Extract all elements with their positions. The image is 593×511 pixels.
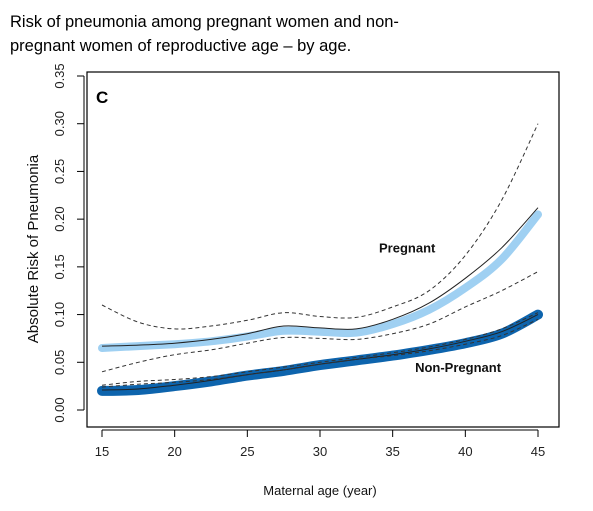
caption-line-1: Risk of pneumonia among pregnant women a… (10, 13, 399, 31)
ci-lower-pregnant (101, 271, 539, 373)
plot-frame (86, 71, 560, 428)
x-tick-label: 45 (531, 444, 545, 459)
y-tick-label: 0.00 (52, 397, 67, 422)
series-fit-non-pregnant (101, 314, 539, 391)
y-tick-label: 0.30 (52, 111, 67, 136)
y-axis-title: Absolute Risk of Pneumonia (25, 154, 42, 343)
y-tick-label: 0.05 (52, 350, 67, 375)
y-tick-label: 0.10 (52, 302, 67, 327)
series-band-pregnant (98, 210, 542, 352)
series-bands (97, 210, 543, 396)
x-tick-label: 35 (385, 444, 399, 459)
x-tick-label: 20 (167, 444, 181, 459)
y-tick-label: 0.20 (52, 206, 67, 231)
series-label-non-pregnant: Non-Pregnant (415, 360, 502, 375)
caption-line-2: pregnant women of reproductive age – by … (10, 37, 352, 55)
series-fit-pregnant (101, 207, 539, 347)
x-tick-label: 30 (313, 444, 327, 459)
series-confidence-lines (101, 123, 539, 388)
x-axis-title: Maternal age (year) (263, 483, 376, 498)
y-tick-label: 0.15 (52, 254, 67, 279)
panel-label: C (96, 88, 108, 107)
series-labels: Pregnant Non-Pregnant (379, 241, 502, 375)
x-axis: 15 20 25 30 35 40 45 (95, 429, 545, 459)
x-tick-label: 15 (95, 444, 109, 459)
series-band-non-pregnant (97, 309, 543, 396)
ci-upper-pregnant (101, 123, 539, 330)
x-tick-label: 25 (240, 444, 254, 459)
figure-caption: Risk of pneumonia among pregnant women a… (10, 10, 585, 58)
x-tick-label: 40 (458, 444, 472, 459)
y-tick-label: 0.35 (52, 63, 67, 88)
y-tick-label: 0.25 (52, 159, 67, 184)
y-axis: 0.00 0.05 0.10 0.15 0.20 0.25 0.30 0.35 (52, 63, 85, 423)
ci-lower-non-pregnant (101, 318, 539, 388)
ci-upper-non-pregnant (101, 312, 539, 386)
series-label-pregnant: Pregnant (379, 241, 436, 256)
